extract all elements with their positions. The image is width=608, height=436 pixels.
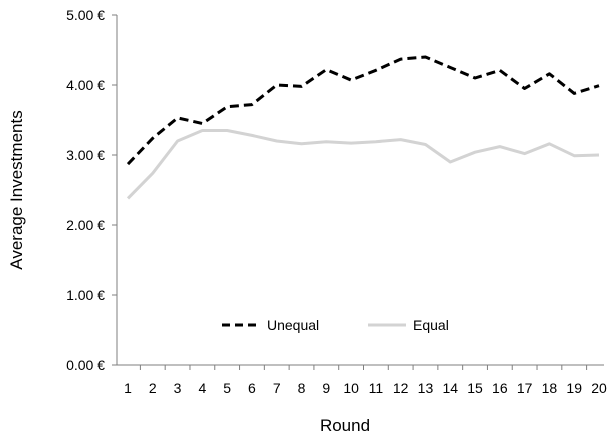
y-tick-label: 2.00 €	[66, 217, 105, 233]
x-tick-label: 20	[591, 380, 607, 396]
x-tick-label: 10	[343, 380, 359, 396]
x-axis-ticks: 1 2 3 4 5 6 7 8 9 10 11 12 13 14 15 16 17 18 19 20	[124, 365, 607, 396]
y-axis-title: Average Investments	[7, 110, 26, 269]
y-tick-label: 3.00 €	[66, 147, 105, 163]
legend-label-unequal: Unequal	[267, 317, 319, 333]
x-tick-label: 4	[198, 380, 206, 396]
x-tick-label: 7	[273, 380, 281, 396]
y-axis-ticks: 0.00 € 1.00 € 2.00 € 3.00 € 4.00 € 5.00 €	[66, 7, 117, 373]
x-tick-label: 6	[248, 380, 256, 396]
y-tick-label: 0.00 €	[66, 357, 105, 373]
series-layer	[126, 55, 600, 200]
x-tick-label: 11	[369, 380, 384, 396]
x-tick-label: 17	[517, 380, 533, 396]
x-tick-label: 15	[467, 380, 483, 396]
series-line-unequal	[126, 55, 600, 166]
x-tick-label: 9	[322, 380, 330, 396]
x-tick-label: 8	[298, 380, 306, 396]
x-tick-label: 1	[124, 380, 132, 396]
x-tick-label: 19	[566, 380, 582, 396]
x-tick-label: 5	[223, 380, 231, 396]
series-line-equal	[126, 129, 600, 200]
x-tick-label: 3	[174, 380, 182, 396]
legend-label-equal: Equal	[413, 317, 449, 333]
y-tick-label: 1.00 €	[66, 287, 105, 303]
x-tick-label: 2	[149, 380, 157, 396]
y-tick-label: 5.00 €	[66, 7, 105, 23]
x-axis-title: Round	[320, 416, 370, 435]
x-tick-label: 12	[393, 380, 409, 396]
x-tick-label: 18	[542, 380, 558, 396]
y-tick-label: 4.00 €	[66, 77, 105, 93]
legend: Unequal Equal	[222, 317, 449, 333]
x-tick-label: 14	[442, 380, 458, 396]
x-tick-label: 16	[492, 380, 508, 396]
x-tick-label: 13	[418, 380, 434, 396]
